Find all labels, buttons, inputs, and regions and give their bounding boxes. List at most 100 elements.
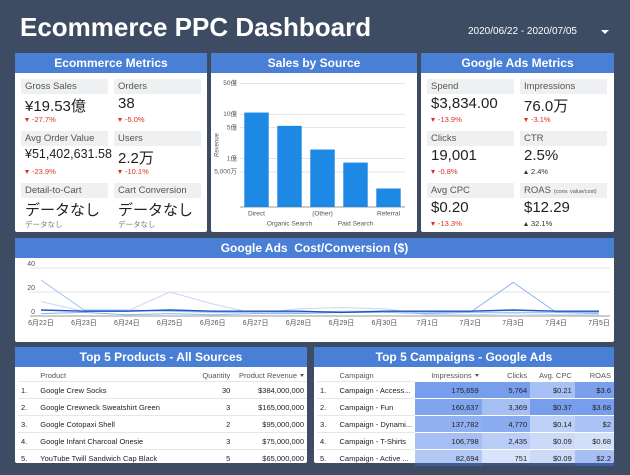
table-cell: 137,782 <box>415 415 482 433</box>
cost-panel: Google Ads Cost/Conversion ($) <box>15 238 614 342</box>
metric-value: 2.5% <box>524 147 559 164</box>
table-cell: $0.68 <box>574 432 614 450</box>
delta-arrow <box>431 118 435 123</box>
metric-card: Impressions 76.0万 -3.1% <box>520 79 607 127</box>
table-cell: Campaign - Access... <box>336 381 416 399</box>
header-cell <box>18 369 37 382</box>
column-header[interactable]: Clicks <box>507 370 528 380</box>
date-dropdown-icon[interactable] <box>601 30 609 34</box>
table-cell: $3.6 <box>574 381 614 399</box>
table-cell: Campaign - Dynami... <box>336 415 416 433</box>
metric-card: Orders 38 -5.0% <box>114 79 201 127</box>
metric-label-text: Users <box>118 133 143 144</box>
data-table: Product Quantity Product Revenue 1. Google C… <box>18 369 307 466</box>
panel-title: Sales by Source <box>211 53 417 73</box>
table-cell: Campaign - Fun <box>336 398 416 416</box>
metric-label: Avg Order Value <box>21 131 108 146</box>
metric-value: 76.0万 <box>524 98 569 115</box>
delta-value: -0.8% <box>438 167 458 176</box>
table-cell: 175,659 <box>415 381 482 399</box>
column-header[interactable]: Campaign <box>339 370 374 380</box>
dashboard-title: Ecommerce PPC Dashboard <box>20 12 372 42</box>
metric-card: Cart Conversion データなし データなし <box>114 183 201 231</box>
delta-value: -3.1% <box>531 115 551 124</box>
delta-value: -10.1% <box>125 167 149 176</box>
delta-arrow <box>118 118 122 123</box>
table-cell: 3. <box>317 415 337 433</box>
metric-label-text: Orders <box>118 81 148 92</box>
table-cell: Campaign - T-Shirts <box>336 432 416 450</box>
metric-delta: -23.9% <box>25 167 56 176</box>
delta-arrow <box>524 170 528 175</box>
data-table: Campaign Impressions Clicks Avg. CPC ROAS 1. C… <box>317 369 614 466</box>
table-cell: $0.09 <box>530 449 575 466</box>
metric-delta: -3.1% <box>524 115 551 124</box>
date-range[interactable]: 2020/06/22 - 2020/07/05 <box>468 26 577 37</box>
table-cell: Campaign - Active ... <box>336 449 416 466</box>
metric-delta: データなし <box>25 219 63 230</box>
metric-card: CTR 2.5% 2.4% <box>520 131 607 179</box>
metric-delta: -27.7% <box>25 115 56 124</box>
metric-label-text: Clicks <box>431 133 457 144</box>
metric-label-text: Detail-to-Cart <box>25 185 82 196</box>
metric-value: 38 <box>118 95 135 112</box>
table-cell: $165,000,000 <box>233 398 307 416</box>
panel-title: Ecommerce Metrics <box>15 53 207 73</box>
column-header[interactable]: Impressions <box>415 369 482 382</box>
table-row: 2. Campaign - Fun 160,637 3,369 $0.37 $3.68 <box>317 398 614 416</box>
delta-value: 2.4% <box>531 167 549 176</box>
table-cell: 106,798 <box>415 432 482 450</box>
table-row: 3. Google Cotopaxi Shell 2 $95,000,000 <box>18 415 307 433</box>
metric-value: 19,001 <box>431 147 477 164</box>
metric-label: Users <box>114 131 201 146</box>
metric-value: データなし <box>118 202 194 219</box>
table-cell: $0.09 <box>530 432 575 450</box>
table-cell: 4. <box>18 432 38 450</box>
table-cell: Google Crew Socks <box>37 381 191 399</box>
sort-icon <box>474 374 479 378</box>
sales-panel: Sales by Source <box>211 53 417 232</box>
table-cell: Google Infant Charcoal Onesie <box>37 432 191 450</box>
metric-label: Avg CPC <box>427 183 514 198</box>
delta-arrow <box>524 222 528 227</box>
metric-label-text: Impressions <box>524 81 576 92</box>
table-cell: $65,000,000 <box>233 449 307 466</box>
metric-delta: -13.9% <box>431 115 462 124</box>
panel-title: Top 5 Products - All Sources <box>15 347 307 367</box>
delta-value: -27.7% <box>32 115 56 124</box>
table-cell: $0.21 <box>530 381 575 399</box>
metric-label: CTR <box>520 131 607 146</box>
column-header[interactable]: Avg. CPC <box>538 370 572 380</box>
column-header[interactable]: Product Revenue <box>233 369 307 382</box>
ads-panel: Google Ads Metrics Spend $3,834.00 -13.9% I… <box>421 53 614 232</box>
metric-label: Gross Sales <box>21 79 108 94</box>
table-cell: 5. <box>317 449 337 466</box>
table-cell: $0.37 <box>530 398 575 416</box>
metric-value: $12.29 <box>524 199 570 216</box>
table-cell: 3. <box>18 415 38 433</box>
delta-value: -13.3% <box>438 219 462 228</box>
table-cell: Google Crewneck Sweatshirt Green <box>37 398 191 416</box>
metric-card: Spend $3,834.00 -13.9% <box>427 79 514 127</box>
metric-card: Gross Sales ¥19.53億 -27.7% <box>21 79 108 127</box>
metric-card: Clicks 19,001 -0.8% <box>427 131 514 179</box>
delta-value: データなし <box>25 220 63 229</box>
column-header[interactable]: ROAS <box>589 370 611 380</box>
metric-delta: データなし <box>118 219 156 230</box>
table-cell: $0.14 <box>530 415 575 433</box>
metric-label: ROAS (conv. value/cost) <box>520 183 607 198</box>
column-header[interactable]: Quantity <box>202 370 231 380</box>
metric-value: データなし <box>25 202 101 219</box>
delta-arrow <box>431 170 435 175</box>
table-cell: $95,000,000 <box>233 415 307 433</box>
table-cell: 160,637 <box>415 398 482 416</box>
metric-delta: -13.3% <box>431 219 462 228</box>
column-header[interactable]: Product <box>40 370 67 380</box>
metric-label-text: CTR <box>524 133 544 144</box>
panel-title: Google Ads Metrics <box>421 53 614 73</box>
delta-arrow <box>431 222 435 227</box>
metric-label-text: Avg Order Value <box>25 133 95 144</box>
table-cell: 1. <box>317 381 337 399</box>
metric-label: Cart Conversion <box>114 183 201 198</box>
